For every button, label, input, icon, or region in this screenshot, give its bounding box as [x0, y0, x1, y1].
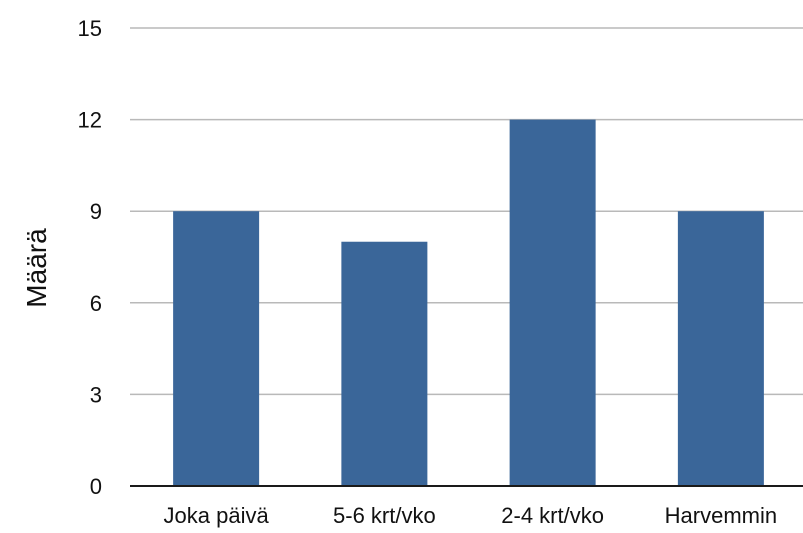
y-tick-label: 9: [90, 199, 102, 224]
y-tick-label: 15: [78, 16, 102, 41]
x-tick-label: Harvemmin: [665, 503, 777, 528]
y-axis-title: Määrä: [21, 228, 52, 308]
bar-2: [341, 241, 428, 486]
bar-3: [509, 119, 596, 486]
bar-4: [677, 211, 764, 486]
bar-1: [173, 211, 260, 486]
y-tick-label: 6: [90, 291, 102, 316]
labels: 0 3 6 9 12 15 Joka päivä 5-6 krt/vko 2-4 krt/vko…: [78, 16, 778, 528]
x-tick-label: Joka päivä: [164, 503, 270, 528]
y-tick-label: 0: [90, 474, 102, 499]
x-tick-label: 5-6 krt/vko: [333, 503, 436, 528]
x-tick-label: 2-4 krt/vko: [501, 503, 604, 528]
y-tick-label: 3: [90, 382, 102, 407]
bars: [173, 119, 764, 486]
y-tick-label: 12: [78, 108, 102, 133]
